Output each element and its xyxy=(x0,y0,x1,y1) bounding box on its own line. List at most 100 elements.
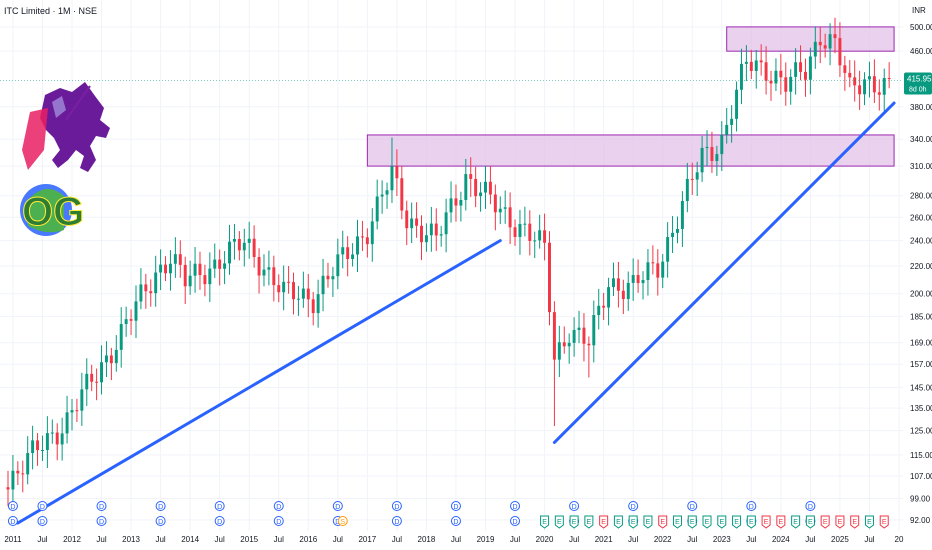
candle-body xyxy=(651,262,655,264)
candle-body xyxy=(720,134,724,155)
candle-body xyxy=(321,275,325,295)
candle-body xyxy=(139,284,143,302)
dividend-marker-letter: D xyxy=(690,504,695,511)
price-tick-label: 125.00 xyxy=(910,427,932,436)
candle-body xyxy=(267,267,271,270)
candle-body xyxy=(813,41,817,57)
earnings-marker xyxy=(850,515,860,529)
time-tick-label: 2013 xyxy=(122,535,140,544)
candle-body xyxy=(872,76,876,93)
candle-body xyxy=(149,291,153,294)
candle-body xyxy=(370,221,374,245)
candle-body xyxy=(548,242,551,313)
candle-body xyxy=(90,373,94,382)
candle-body xyxy=(119,324,123,350)
candle-body xyxy=(636,275,640,284)
candle-body xyxy=(833,34,837,39)
price-tick-label: 280.00 xyxy=(910,192,932,201)
earnings-marker-letter: E xyxy=(749,519,754,526)
earnings-marker-letter: E xyxy=(705,519,710,526)
time-tick-label: Jul xyxy=(37,535,47,544)
earnings-marker xyxy=(687,515,697,529)
time-tick-label: Jul xyxy=(805,535,815,544)
candle-body xyxy=(390,166,394,191)
candle-body xyxy=(730,118,734,125)
candle-body xyxy=(705,146,709,148)
candle-body xyxy=(695,172,699,180)
earnings-marker-letter: E xyxy=(779,519,784,526)
candle-body xyxy=(21,473,25,475)
time-axis[interactable]: 2011 Jul 2012 Jul 2013 Jul 2014 Jul 2015 Jul 2016 J… xyxy=(4,535,904,544)
candle-body xyxy=(671,232,675,237)
dividend-marker xyxy=(450,501,461,511)
candle-body xyxy=(464,174,468,200)
candle-body xyxy=(60,433,64,445)
candle-body xyxy=(794,62,798,77)
split-marker xyxy=(337,516,348,526)
candle-body xyxy=(616,278,620,291)
dividend-marker xyxy=(7,501,18,511)
dividend-marker xyxy=(155,516,166,526)
candle-body xyxy=(523,223,527,225)
time-tick-label: 2017 xyxy=(358,535,376,544)
candle-body xyxy=(744,61,748,64)
candle-body xyxy=(557,342,561,360)
earnings-marker-letter: E xyxy=(660,519,665,526)
candle-body xyxy=(666,236,670,262)
candle-body xyxy=(50,432,54,434)
dividend-marker xyxy=(746,501,757,511)
candle-body xyxy=(503,207,507,209)
candle-body xyxy=(292,282,295,300)
candle-body xyxy=(346,247,350,259)
candle-body xyxy=(420,225,423,243)
candle-body xyxy=(100,362,104,383)
logo-text: OG xyxy=(22,190,84,234)
candle-body xyxy=(572,330,576,343)
candle-body xyxy=(597,305,601,316)
dividend-marker xyxy=(273,516,284,526)
dividend-marker-letter: D xyxy=(572,504,577,511)
dividend-marker-letter: D xyxy=(513,519,518,526)
dividend-marker-letter: D xyxy=(276,504,281,511)
earnings-marker xyxy=(776,515,786,529)
time-tick-label: Jul xyxy=(215,535,225,544)
price-axis[interactable]: 92.00 99.00 107.00 115.00 125.00 135.00 145.00… xyxy=(910,23,932,525)
candle-body xyxy=(129,319,133,321)
candle-body xyxy=(301,288,305,299)
candle-body xyxy=(808,56,812,80)
candle-body xyxy=(646,262,650,281)
candle-body xyxy=(232,238,236,242)
candle-body xyxy=(341,247,345,255)
candle-body xyxy=(513,227,517,237)
trendlines[interactable] xyxy=(16,101,896,525)
dividend-marker-letter: D xyxy=(158,504,163,511)
price-tick-label: 99.00 xyxy=(910,494,931,503)
earnings-marker xyxy=(820,515,830,529)
earnings-marker-letter: E xyxy=(646,519,651,526)
time-tick-label: Jul xyxy=(864,535,874,544)
candle-body xyxy=(218,259,222,269)
dividend-marker xyxy=(37,516,48,526)
candle-body xyxy=(602,305,606,308)
time-tick-label: 2018 xyxy=(418,535,436,544)
candle-body xyxy=(887,78,891,80)
candle-body xyxy=(11,470,15,490)
earnings-marker xyxy=(805,515,815,529)
candle-body xyxy=(715,154,719,162)
candle-body xyxy=(769,80,773,84)
symbol-title[interactable]: ITC Limited · 1M · NSE xyxy=(4,6,98,16)
trendline xyxy=(552,101,896,444)
resistance-zones[interactable] xyxy=(366,26,895,167)
candle-body xyxy=(543,230,547,243)
candle-body xyxy=(779,70,783,78)
candle-body xyxy=(641,280,645,284)
candle-body xyxy=(449,198,453,213)
earnings-marker-letter: E xyxy=(587,519,592,526)
candle-body xyxy=(848,72,852,78)
candle-body xyxy=(843,65,847,73)
candle-body xyxy=(168,263,172,274)
earnings-marker-letter: E xyxy=(690,519,695,526)
earnings-marker xyxy=(835,515,845,529)
earnings-marker xyxy=(864,515,874,529)
